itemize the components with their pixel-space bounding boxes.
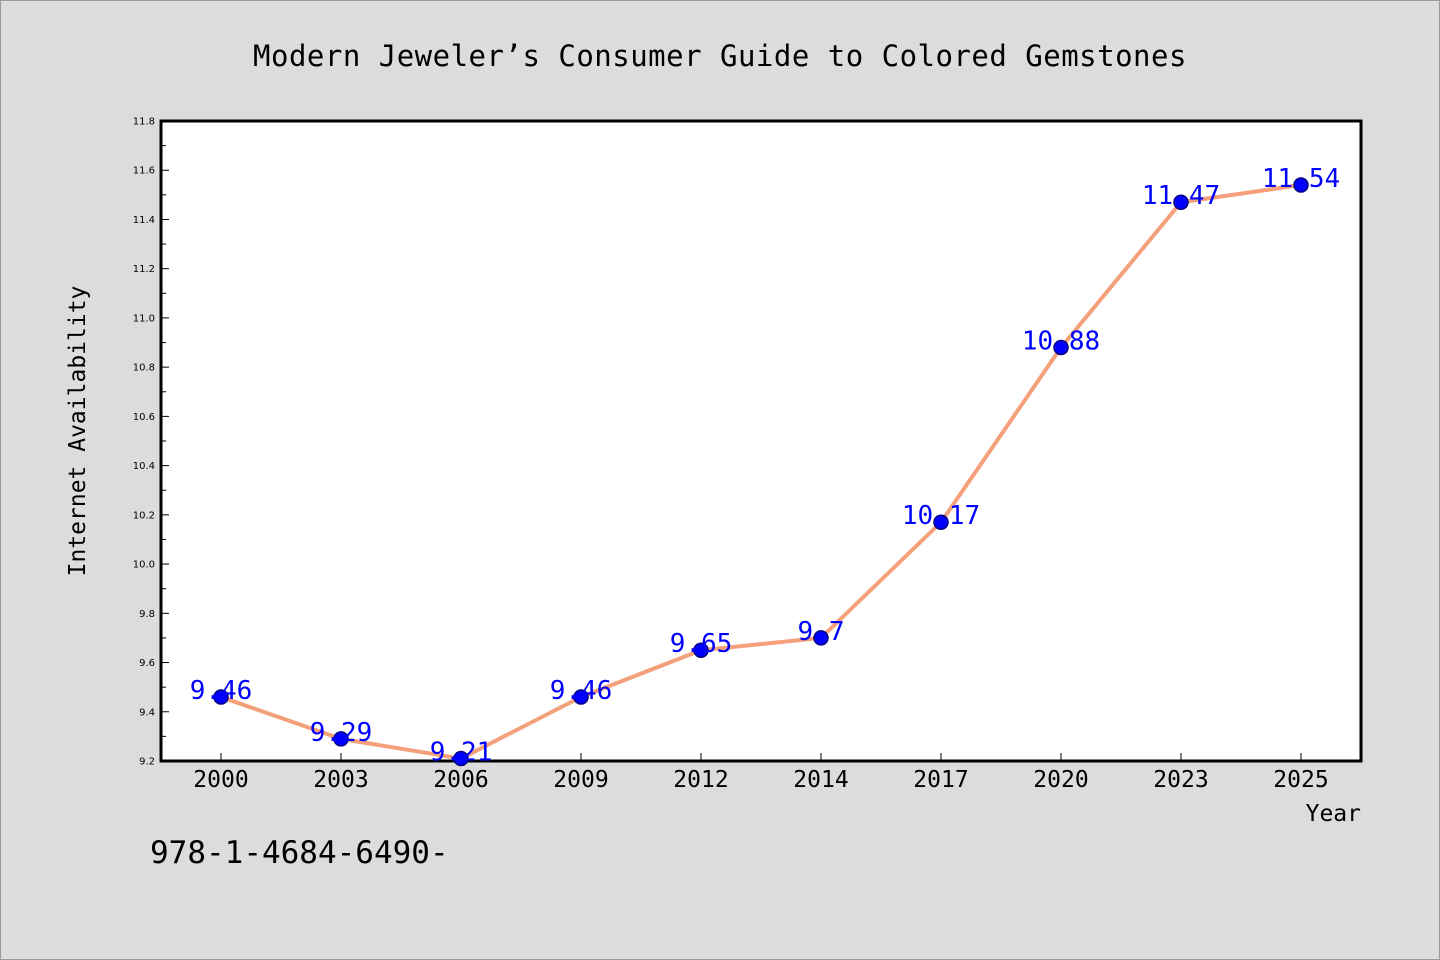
data-point	[1173, 194, 1189, 210]
y-tick-label: 10.6	[133, 412, 155, 423]
x-tick-label: 2025	[1273, 767, 1328, 793]
data-label: 9.21	[430, 738, 493, 768]
data-label: 9.46	[550, 676, 613, 706]
x-tick-label: 2017	[913, 767, 968, 793]
x-tick-label: 2020	[1033, 767, 1088, 793]
y-tick-label: 9.4	[139, 707, 155, 718]
x-tick-label: 2000	[193, 767, 248, 793]
y-tick-label: 9.2	[139, 757, 155, 768]
series-line	[219, 183, 1303, 761]
y-tick-label: 11.2	[133, 264, 155, 275]
data-point	[213, 689, 229, 705]
data-point	[1293, 177, 1309, 193]
y-tick-label: 10.8	[133, 363, 155, 374]
data-label: 9.65	[670, 629, 733, 659]
data-label: 11.54	[1262, 164, 1340, 194]
data-label: 11.47	[1142, 181, 1220, 211]
data-point	[1053, 339, 1069, 356]
x-tick-label: 2003	[313, 767, 368, 793]
y-tick-label: 10.4	[133, 461, 155, 472]
x-tick-label: 2014	[793, 767, 848, 793]
y-tick-label: 11.8	[133, 117, 155, 128]
x-tick-label: 2006	[433, 767, 488, 793]
y-tick-label: 10.2	[133, 510, 155, 521]
y-tick-label: 10.0	[133, 560, 155, 571]
y-tick-label: 11.0	[133, 313, 155, 324]
data-point	[693, 642, 709, 658]
y-axis-label: Internet Availability	[65, 286, 91, 577]
data-point	[453, 750, 469, 767]
data-point	[573, 689, 589, 705]
x-axis-label: Year	[1306, 801, 1361, 827]
data-label: 9.29	[310, 718, 373, 748]
chart-title: Modern Jeweler’s Consumer Guide to Color…	[253, 39, 1187, 73]
data-label: 9.7	[798, 617, 845, 647]
x-tick-label: 2023	[1153, 767, 1208, 793]
data-point	[813, 630, 829, 646]
plot-area	[159, 119, 1363, 763]
data-point	[333, 731, 349, 747]
x-tick-label: 2009	[553, 767, 608, 793]
y-tick-label: 9.6	[139, 658, 155, 669]
y-tick-label: 9.8	[139, 609, 155, 620]
x-tick-label: 2012	[673, 767, 728, 793]
y-tick-label: 11.6	[133, 166, 155, 177]
data-point	[933, 514, 949, 530]
data-label: 9.46	[190, 676, 253, 706]
data-label: 10.88	[1022, 326, 1100, 356]
isbn-text: 978-1-4684-6490-	[150, 835, 449, 871]
data-label: 10.17	[902, 501, 980, 531]
y-tick-label: 11.4	[133, 215, 155, 226]
